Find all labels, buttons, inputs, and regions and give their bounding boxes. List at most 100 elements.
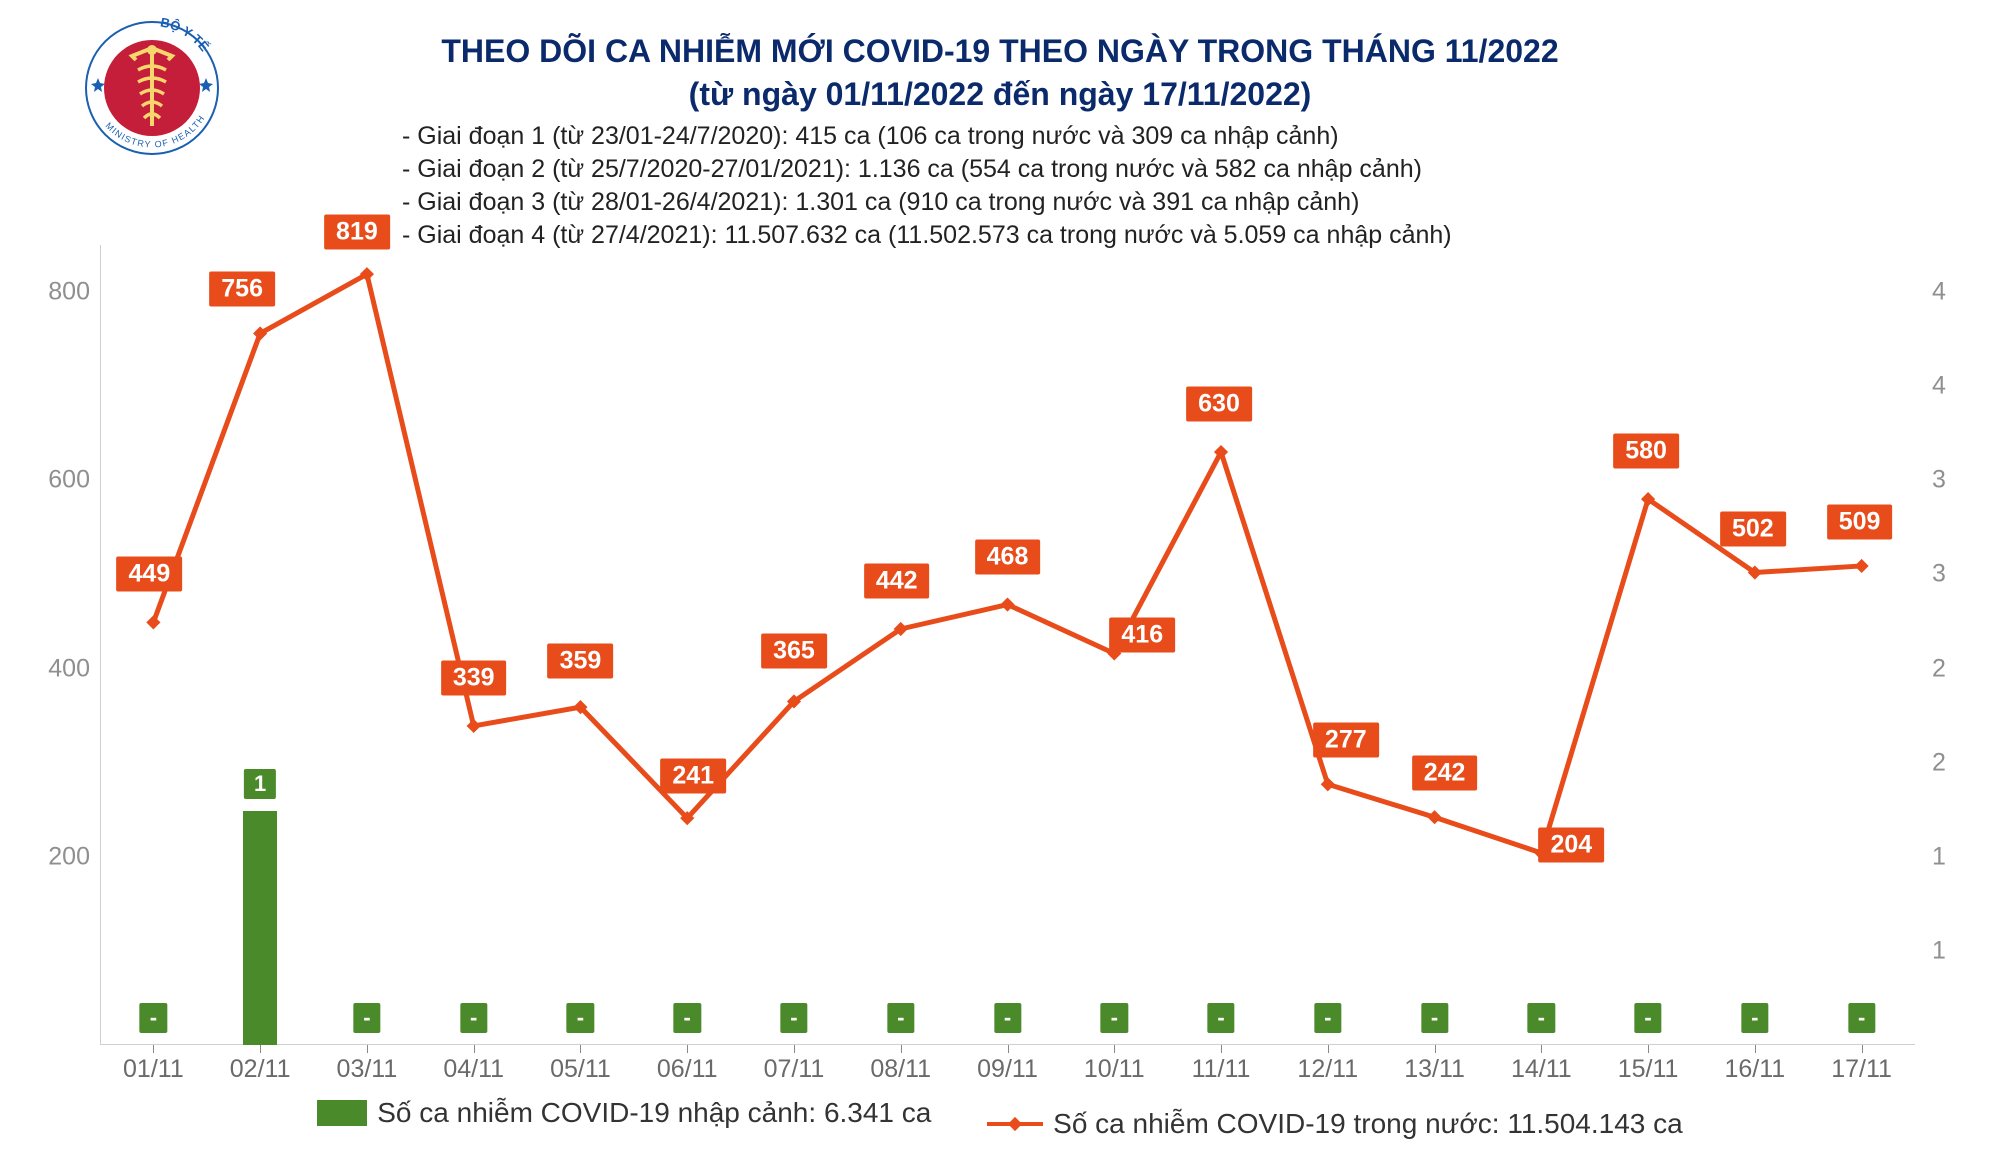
x-tick-mark xyxy=(1648,1045,1649,1053)
line-value-label: 339 xyxy=(441,660,507,695)
x-axis-label: 07/11 xyxy=(764,1055,825,1084)
y-left-tick: 200 xyxy=(48,842,90,871)
y-right-tick: 2 xyxy=(1932,748,1946,777)
title-line-2: (từ ngày 01/11/2022 đến ngày 17/11/2022) xyxy=(0,73,2000,116)
legend-swatch-line xyxy=(987,1122,1043,1126)
y-left-tick: 600 xyxy=(48,466,90,495)
y-right-tick: 1 xyxy=(1932,936,1946,965)
y-right-tick: 4 xyxy=(1932,372,1946,401)
bar-value-label: - xyxy=(887,1003,914,1033)
bar-value-label: - xyxy=(460,1003,487,1033)
line-marker xyxy=(1427,810,1441,824)
bar-value-label: - xyxy=(780,1003,807,1033)
line-value-label: 756 xyxy=(209,272,275,307)
x-axis-label: 03/11 xyxy=(337,1055,398,1084)
chart-area: 2004006008001122334401/11-02/11103/11-04… xyxy=(50,245,1960,1045)
bar-value-label: - xyxy=(1741,1003,1768,1033)
x-tick-mark xyxy=(1221,1045,1222,1053)
x-tick-mark xyxy=(367,1045,368,1053)
bar-value-label: - xyxy=(353,1003,380,1033)
bar-value-label: - xyxy=(674,1003,701,1033)
line-value-label: 630 xyxy=(1186,387,1252,422)
title-line-1: THEO DÕI CA NHIỄM MỚI COVID-19 THEO NGÀY… xyxy=(0,30,2000,73)
x-tick-mark xyxy=(580,1045,581,1053)
x-tick-mark xyxy=(1435,1045,1436,1053)
legend-item-bar: Số ca nhiễm COVID-19 nhập cảnh: 6.341 ca xyxy=(317,1097,931,1129)
y-right-tick: 1 xyxy=(1932,842,1946,871)
line-marker xyxy=(467,719,481,733)
x-tick-mark xyxy=(1755,1045,1756,1053)
x-tick-mark xyxy=(1328,1045,1329,1053)
bar-value-label: - xyxy=(1528,1003,1555,1033)
x-tick-mark xyxy=(1114,1045,1115,1053)
x-axis-label: 11/11 xyxy=(1192,1055,1251,1084)
line-value-label: 416 xyxy=(1109,618,1175,653)
line-value-label: 204 xyxy=(1538,828,1604,863)
line-value-label: 449 xyxy=(117,557,183,592)
x-axis-label: 17/11 xyxy=(1831,1055,1892,1084)
legend: Số ca nhiễm COVID-19 nhập cảnh: 6.341 ca… xyxy=(0,1097,2000,1140)
y-left-tick: 400 xyxy=(48,654,90,683)
line-value-label: 442 xyxy=(864,564,930,599)
line-value-label: 359 xyxy=(548,644,614,679)
line-value-label: 277 xyxy=(1313,723,1379,758)
line-plot-svg xyxy=(50,245,1960,1045)
x-axis-label: 13/11 xyxy=(1404,1055,1465,1084)
x-tick-mark xyxy=(1862,1045,1863,1053)
legend-label-line: Số ca nhiễm COVID-19 trong nước: 11.504.… xyxy=(1053,1108,1683,1140)
x-tick-mark xyxy=(260,1045,261,1053)
y-right-tick: 4 xyxy=(1932,278,1946,307)
line-value-label: 365 xyxy=(761,634,827,669)
x-axis-label: 01/11 xyxy=(123,1055,184,1084)
line-value-label: 580 xyxy=(1613,434,1679,469)
x-axis-label: 08/11 xyxy=(870,1055,931,1084)
y-right-tick: 3 xyxy=(1932,560,1946,589)
legend-swatch-bar xyxy=(317,1100,367,1126)
x-axis-label: 06/11 xyxy=(657,1055,718,1084)
x-axis-label: 14/11 xyxy=(1511,1055,1572,1084)
legend-item-line: Số ca nhiễm COVID-19 trong nước: 11.504.… xyxy=(987,1108,1683,1140)
x-axis-label: 15/11 xyxy=(1618,1055,1679,1084)
x-axis-label: 12/11 xyxy=(1297,1055,1358,1084)
x-tick-mark xyxy=(687,1045,688,1053)
x-axis-label: 10/11 xyxy=(1084,1055,1145,1084)
summary-block: - Giai đoạn 1 (từ 23/01-24/7/2020): 415 … xyxy=(402,120,1452,252)
bar-value-label: - xyxy=(1207,1003,1234,1033)
line-value-label: 242 xyxy=(1412,756,1478,791)
line-value-label: 502 xyxy=(1720,511,1786,546)
y-right-tick: 3 xyxy=(1932,466,1946,495)
chart-title: THEO DÕI CA NHIỄM MỚI COVID-19 THEO NGÀY… xyxy=(0,30,2000,116)
x-tick-mark xyxy=(153,1045,154,1053)
x-tick-mark xyxy=(1008,1045,1009,1053)
bar-value-label: - xyxy=(1101,1003,1128,1033)
x-axis-label: 05/11 xyxy=(550,1055,611,1084)
x-axis-label: 09/11 xyxy=(977,1055,1038,1084)
bar-value-label: - xyxy=(1848,1003,1875,1033)
bar-value-label: - xyxy=(1634,1003,1661,1033)
line-marker xyxy=(1855,559,1869,573)
legend-label-bar: Số ca nhiễm COVID-19 nhập cảnh: 6.341 ca xyxy=(377,1097,931,1129)
x-axis-label: 16/11 xyxy=(1724,1055,1785,1084)
line-value-label: 241 xyxy=(660,759,726,794)
bar-value-label: - xyxy=(140,1003,167,1033)
y-right-tick: 2 xyxy=(1932,654,1946,683)
bar xyxy=(243,811,277,1045)
summary-line: - Giai đoạn 3 (từ 28/01-26/4/2021): 1.30… xyxy=(402,186,1452,219)
bar-value-label: - xyxy=(1421,1003,1448,1033)
x-tick-mark xyxy=(1541,1045,1542,1053)
summary-line: - Giai đoạn 1 (từ 23/01-24/7/2020): 415 … xyxy=(402,120,1452,153)
x-tick-mark xyxy=(474,1045,475,1053)
bar-value-label: - xyxy=(567,1003,594,1033)
summary-line: - Giai đoạn 2 (từ 25/7/2020-27/01/2021):… xyxy=(402,153,1452,186)
line-marker xyxy=(1321,777,1335,791)
y-left-tick: 800 xyxy=(48,278,90,307)
bar-value-label: - xyxy=(994,1003,1021,1033)
x-tick-mark xyxy=(794,1045,795,1053)
bar-value-label: - xyxy=(1314,1003,1341,1033)
line-marker xyxy=(146,615,160,629)
bar-value-label: 1 xyxy=(244,769,276,799)
line-value-label: 509 xyxy=(1827,504,1893,539)
line-value-label: 819 xyxy=(324,215,390,250)
x-axis-label: 02/11 xyxy=(230,1055,291,1084)
x-tick-mark xyxy=(901,1045,902,1053)
